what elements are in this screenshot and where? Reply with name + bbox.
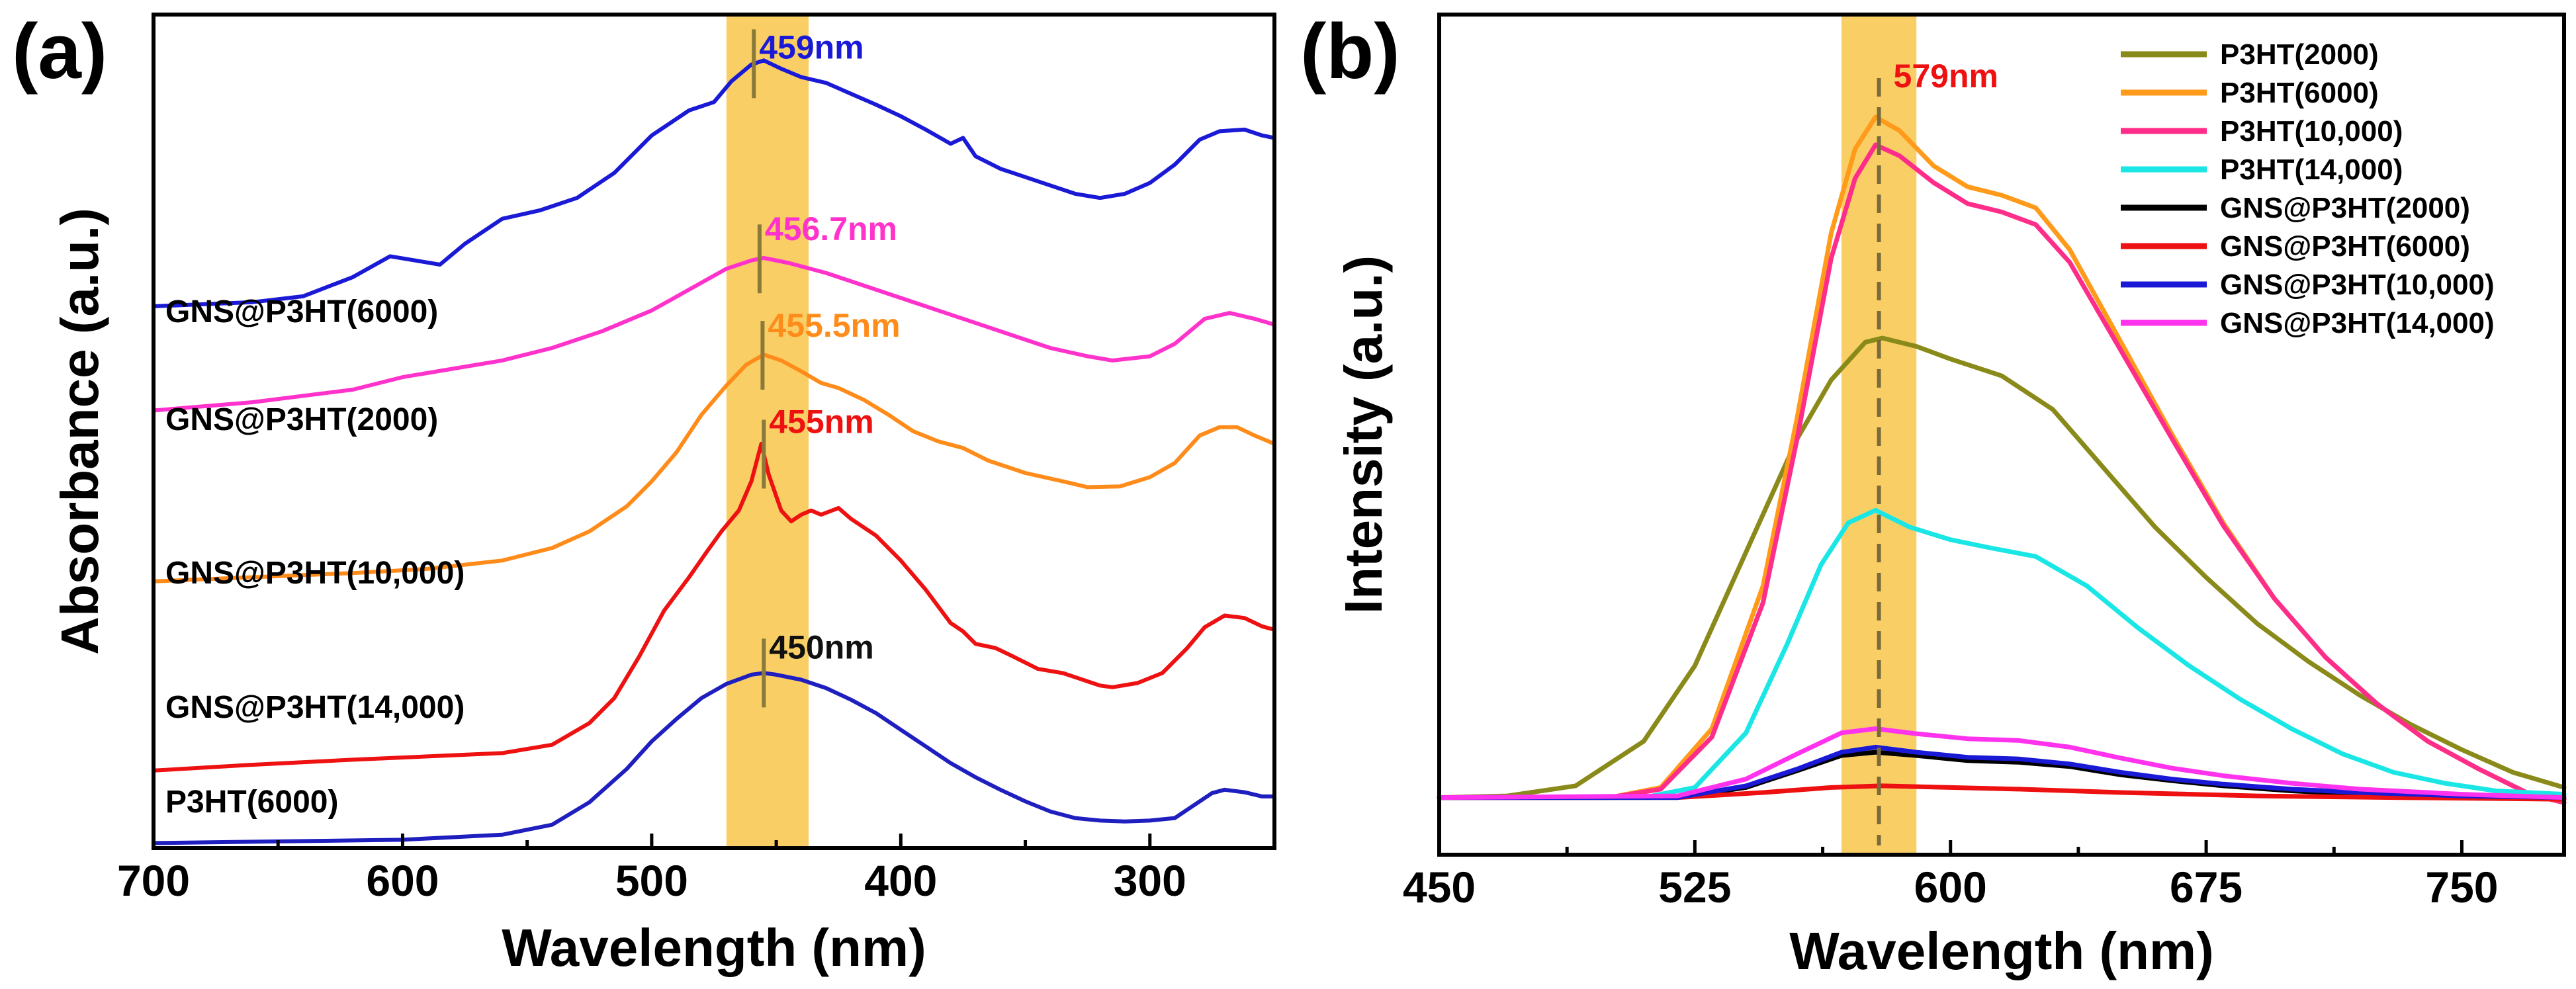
series-line-b-gns-p3ht-14-000: [1437, 726, 2567, 800]
x-ticks-b: 450 525 600 675 750: [1403, 840, 2499, 912]
series-line-b-gns-p3ht-6000: [1437, 783, 2567, 802]
x-axis-label-b: Wavelength (nm): [1789, 922, 2213, 980]
x-tick-label-b-675: 675: [2170, 863, 2243, 912]
axes-frame-b: [1437, 13, 2566, 857]
series-line-a-gns-p3ht-10-000: [152, 353, 1276, 583]
series-line-a-gns-p3ht-2000: [152, 255, 1276, 413]
x-ticks-a: 700 600 500 400 300: [117, 834, 1186, 905]
axes-frame-a: [152, 13, 1276, 850]
x-tick-label-b-525: 525: [1658, 863, 1731, 912]
curve-label-a-gns-p3ht-14-000: GNS@P3HT(14,000): [165, 690, 465, 725]
panel-label-b: (b): [1300, 8, 1400, 95]
peak-label-a-gns-p3ht-14-000: 455nm: [769, 403, 873, 440]
panel-label-a: (a): [12, 8, 107, 95]
series-group-b: [1437, 114, 2567, 805]
series-line-a-p3ht-6000: [152, 671, 1276, 845]
peak-label-a-p3ht-6000: 450nm: [769, 628, 873, 666]
legend-label-p3ht-10-000: P3HT(10,000): [2220, 115, 2403, 148]
legend-b: P3HT(2000) P3HT(6000) P3HT(10,000) P3HT(14,…: [2121, 38, 2495, 339]
curve-label-a-gns-p3ht-6000: GNS@P3HT(6000): [165, 294, 438, 329]
curve-label-a-gns-p3ht-10-000: GNS@P3HT(10,000): [165, 556, 465, 591]
legend-label-gns-p3ht-14-000: GNS@P3HT(14,000): [2220, 307, 2495, 339]
x-tick-label-b-450: 450: [1403, 863, 1476, 912]
x-tick-label-a-400: 400: [864, 856, 937, 905]
peak-label-b: 579nm: [1894, 58, 1998, 95]
series-line-b-p3ht-2000: [1437, 335, 2567, 800]
series-line-b-gns-p3ht-10-000: [1437, 744, 2567, 800]
series-line-a-gns-p3ht-14-000: [152, 441, 1276, 773]
peak-label-a-gns-p3ht-10-000: 455.5nm: [768, 307, 900, 344]
legend-label-gns-p3ht-10-000: GNS@P3HT(10,000): [2220, 269, 2495, 301]
x-tick-label-a-500: 500: [615, 856, 688, 905]
curve-label-a-p3ht-6000: P3HT(6000): [165, 785, 338, 820]
peak-label-a-gns-p3ht-6000: 459nm: [759, 28, 864, 65]
highlight-band-a: [726, 15, 809, 848]
panel-b: (b) 579nm 450 525 600 675 750 P3HT(2000)P3HT…: [1300, 8, 2567, 980]
curve-labels-a: P3HT(6000) GNS@P3HT(14,000) GNS@P3HT(10,00…: [165, 294, 465, 820]
series-line-b-p3ht-10-000: [1437, 142, 2567, 805]
panel-a: (a) 450nm 455nm 455.5nm 456.7nm 459nm 700 600…: [12, 8, 1276, 977]
peak-markers-a: 450nm 455nm 455.5nm 456.7nm 459nm: [752, 28, 901, 708]
series-group-a: [152, 58, 1276, 845]
x-tick-label-b-750: 750: [2425, 863, 2498, 912]
y-axis-label-a: Absorbance (a.u.): [50, 208, 109, 655]
y-axis-label-b: Intensity (a.u.): [1334, 255, 1393, 614]
peak-label-a-gns-p3ht-2000: 456.7nm: [765, 210, 897, 247]
legend-label-p3ht-14-000: P3HT(14,000): [2220, 153, 2403, 186]
x-tick-label-a-600: 600: [366, 856, 439, 905]
legend-label-gns-p3ht-2000: GNS@P3HT(2000): [2220, 192, 2470, 224]
x-tick-label-a-700: 700: [117, 856, 190, 905]
x-tick-label-a-300: 300: [1114, 856, 1186, 905]
x-tick-label-b-600: 600: [1914, 863, 1987, 912]
x-axis-label-a: Wavelength (nm): [502, 918, 926, 977]
legend-label-p3ht-2000: P3HT(2000): [2220, 38, 2379, 71]
series-line-b-p3ht-14-000: [1437, 507, 2567, 800]
legend-label-gns-p3ht-6000: GNS@P3HT(6000): [2220, 230, 2470, 263]
legend-label-p3ht-6000: P3HT(6000): [2220, 77, 2379, 109]
series-line-a-gns-p3ht-6000: [152, 58, 1276, 308]
curve-label-a-gns-p3ht-2000: GNS@P3HT(2000): [165, 402, 438, 437]
